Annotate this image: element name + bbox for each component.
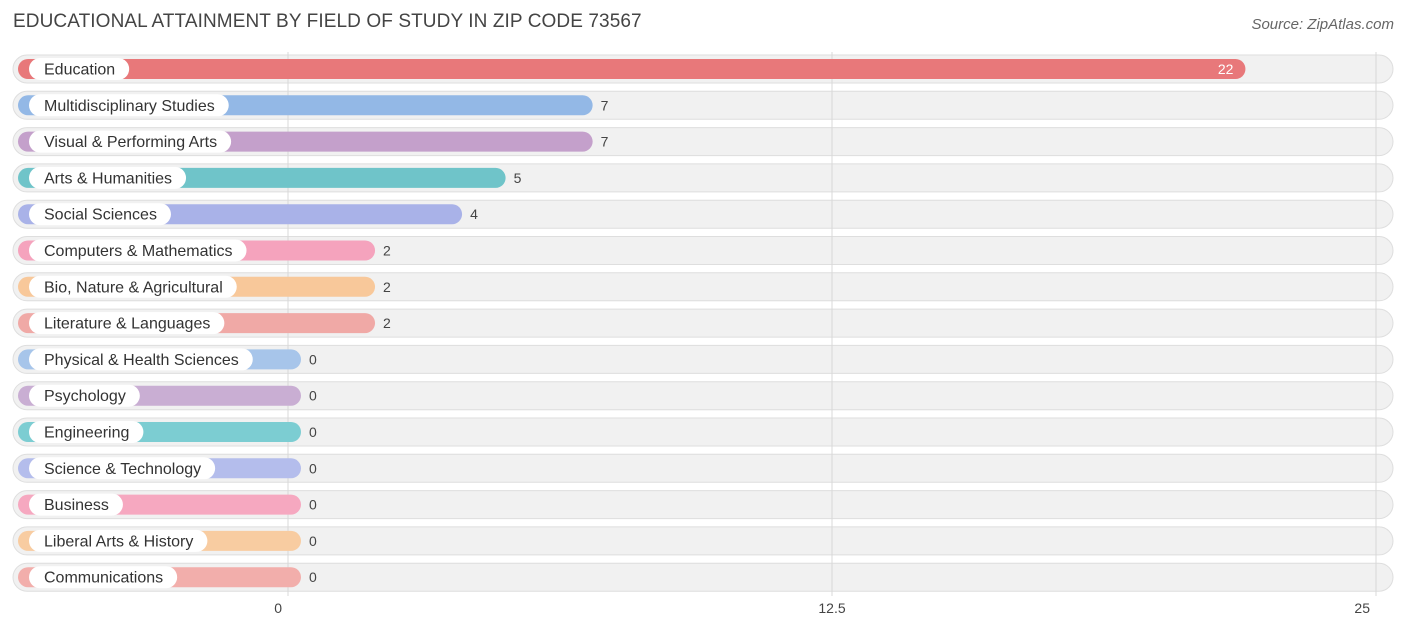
bar-label: Business	[44, 497, 109, 514]
bar-label: Physical & Health Sciences	[44, 352, 239, 369]
bar-label-pill	[29, 457, 216, 480]
bar-label-pill	[29, 529, 208, 552]
row-background	[12, 381, 1394, 411]
bar-label-pill	[29, 312, 225, 335]
bar-label: Social Sciences	[44, 207, 157, 224]
bar-label: Bio, Nature & Agricultural	[44, 279, 223, 296]
bar-row: Arts & Humanities 5	[18, 166, 522, 189]
bar-value: 0	[309, 533, 317, 549]
bar-value: 2	[383, 315, 391, 331]
bar-value: 0	[309, 388, 317, 404]
bar-label: Communications	[44, 570, 163, 587]
row-background	[12, 562, 1394, 592]
bar-row: Physical & Health Sciences 0	[18, 348, 317, 371]
bar-value: 7	[601, 134, 609, 150]
bar-row: Social Sciences 4	[18, 203, 478, 226]
bar-row: Visual & Performing Arts 7	[18, 130, 609, 153]
bar-value: 0	[309, 351, 317, 367]
bar-label-pill	[29, 130, 232, 153]
bar-row: Business 0	[18, 493, 317, 516]
bar-label-pill	[29, 275, 237, 298]
bar-value: 2	[383, 243, 391, 259]
bar-label-pill	[29, 384, 140, 407]
x-tick-label: 12.5	[818, 600, 845, 616]
bar-row: Science & Technology 0	[18, 457, 317, 480]
bar-label-pill	[29, 58, 130, 80]
bar-label: Liberal Arts & History	[44, 533, 193, 550]
row-background	[12, 344, 1394, 374]
bar-row: Psychology 0	[18, 384, 317, 407]
bar-label: Multidisciplinary Studies	[44, 98, 215, 115]
bar-label: Psychology	[44, 388, 126, 405]
x-tick-label: 0	[274, 600, 282, 616]
bar-label-pill	[29, 203, 171, 226]
bar-row: Literature & Languages 2	[18, 312, 391, 335]
x-tick-label: 25	[1354, 600, 1370, 616]
bar-row: Engineering 0	[18, 421, 317, 443]
row-background	[12, 453, 1394, 483]
bar-value: 22	[1218, 61, 1234, 77]
bar-row: Education 22	[18, 58, 1246, 80]
bar-label-pill	[29, 166, 187, 189]
bar-value: 0	[309, 497, 317, 513]
bar-row: Multidisciplinary Studies 7	[18, 94, 609, 117]
bar-value: 4	[470, 206, 478, 222]
bar-label: Computers & Mathematics	[44, 243, 233, 260]
bar-row: Liberal Arts & History 0	[18, 529, 317, 552]
row-background	[12, 526, 1394, 556]
bar-row: Bio, Nature & Agricultural 2	[18, 275, 391, 298]
bar-label: Education	[44, 62, 115, 79]
chart-title: EDUCATIONAL ATTAINMENT BY FIELD OF STUDY…	[13, 11, 642, 32]
bar	[18, 59, 1246, 79]
bar-label: Science & Technology	[44, 461, 201, 478]
row-background	[12, 490, 1394, 520]
bar-label-pill	[29, 94, 229, 117]
bar-label-pill	[29, 566, 178, 589]
chart-source: Source: ZipAtlas.com	[1251, 16, 1394, 33]
bar-label: Arts & Humanities	[44, 170, 172, 187]
bar-value: 7	[601, 97, 609, 113]
bar-value: 5	[514, 170, 522, 186]
bar-label-pill	[29, 421, 144, 443]
bar-label: Visual & Performing Arts	[44, 134, 217, 151]
bar-value: 2	[383, 279, 391, 295]
bar-value: 0	[309, 460, 317, 476]
bar-label-pill	[29, 239, 247, 262]
row-background	[12, 417, 1394, 447]
bar-value: 0	[309, 424, 317, 440]
bar-row: Communications 0	[18, 566, 317, 589]
bar-label-pill	[29, 493, 123, 516]
bar-label: Engineering	[44, 425, 129, 442]
bar-row: Computers & Mathematics 2	[18, 239, 391, 262]
bar-label-pill	[29, 348, 253, 371]
bar-value: 0	[309, 569, 317, 585]
bar-label: Literature & Languages	[44, 316, 210, 333]
